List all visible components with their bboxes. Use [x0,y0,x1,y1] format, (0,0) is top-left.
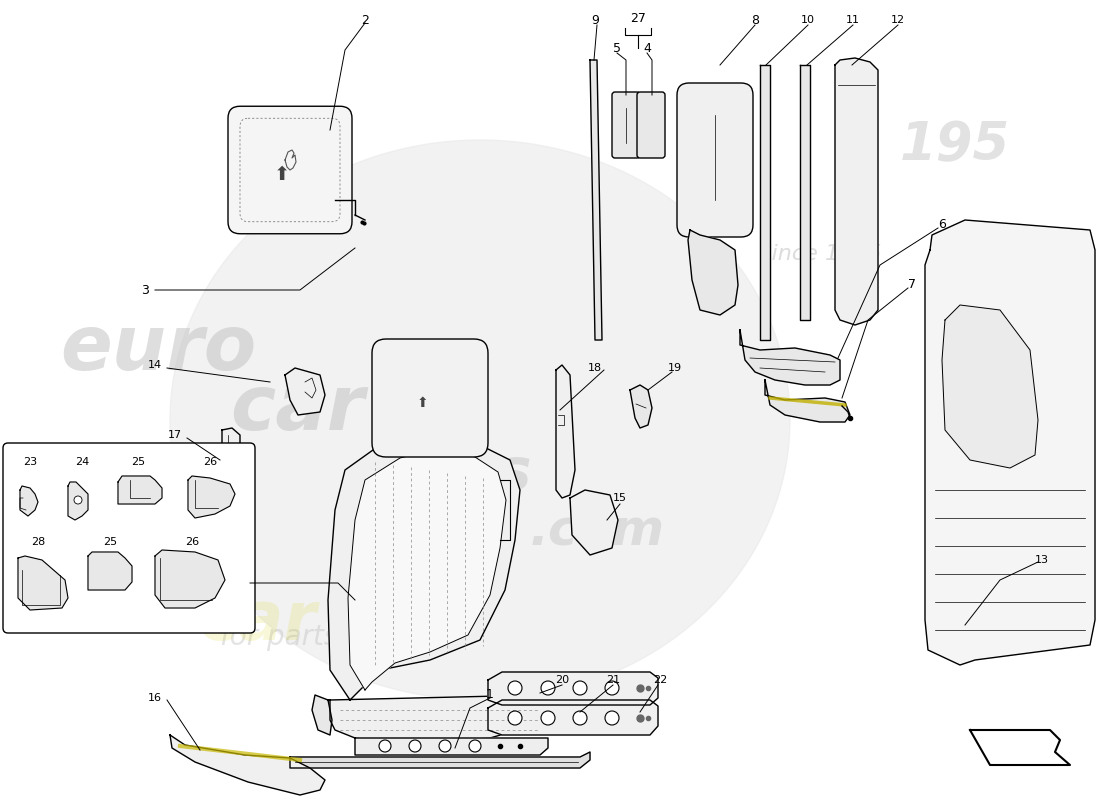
Text: 26: 26 [202,457,217,467]
Polygon shape [88,552,132,590]
Text: 21: 21 [606,675,620,685]
Polygon shape [355,738,548,755]
Polygon shape [155,550,226,608]
Polygon shape [835,58,878,325]
Text: car: car [200,588,318,654]
Polygon shape [688,230,738,315]
Text: 8: 8 [751,14,759,26]
Polygon shape [222,428,240,498]
Circle shape [605,711,619,725]
Text: 27: 27 [630,11,646,25]
Text: 5: 5 [613,42,621,54]
FancyBboxPatch shape [372,339,488,457]
Circle shape [409,740,421,752]
FancyBboxPatch shape [676,83,754,237]
Polygon shape [118,476,162,504]
Polygon shape [590,60,602,340]
Circle shape [508,681,522,695]
Polygon shape [330,695,548,742]
Text: ⬆: ⬆ [274,166,290,185]
Polygon shape [764,380,850,422]
Polygon shape [20,486,38,516]
Text: 18: 18 [587,363,602,373]
Text: a passion: a passion [100,578,232,606]
Polygon shape [290,752,590,768]
FancyBboxPatch shape [3,443,255,633]
Polygon shape [488,672,658,705]
Polygon shape [760,65,770,340]
Text: 12: 12 [891,15,905,25]
Text: for parts: for parts [220,623,339,651]
Polygon shape [925,220,1094,665]
Text: 15: 15 [613,493,627,503]
Text: car: car [230,372,364,446]
Polygon shape [348,448,506,690]
Text: 2: 2 [361,14,368,26]
Polygon shape [570,490,618,555]
Polygon shape [942,305,1038,468]
Text: 17: 17 [168,430,183,440]
Text: 20: 20 [554,675,569,685]
Text: 28: 28 [31,537,45,547]
Polygon shape [312,695,332,735]
Polygon shape [170,735,324,795]
Circle shape [379,740,390,752]
Text: 3: 3 [141,283,149,297]
Circle shape [469,740,481,752]
Text: 7: 7 [908,278,916,291]
Text: 26: 26 [185,537,199,547]
Polygon shape [970,730,1070,765]
Text: ⬆: ⬆ [416,396,428,410]
Circle shape [508,711,522,725]
Polygon shape [488,700,658,735]
Polygon shape [188,476,235,518]
Text: parts: parts [360,445,532,502]
Circle shape [573,711,587,725]
Text: 1: 1 [486,689,494,702]
Text: 11: 11 [846,15,860,25]
Text: 195: 195 [900,119,1010,171]
Polygon shape [328,435,520,700]
Polygon shape [800,65,810,320]
Circle shape [439,740,451,752]
Circle shape [541,711,556,725]
FancyBboxPatch shape [612,92,640,158]
Text: .com: .com [530,507,666,555]
Circle shape [573,681,587,695]
Circle shape [74,496,82,504]
Polygon shape [285,368,324,415]
Text: 19: 19 [668,363,682,373]
Polygon shape [68,482,88,520]
Polygon shape [18,556,68,610]
FancyBboxPatch shape [637,92,666,158]
Polygon shape [630,385,652,428]
Text: 25: 25 [131,457,145,467]
Polygon shape [740,330,840,385]
Text: 6: 6 [938,218,946,231]
Text: 14: 14 [147,360,162,370]
Text: 16: 16 [148,693,162,703]
Text: 13: 13 [1035,555,1049,565]
Text: 24: 24 [75,457,89,467]
Polygon shape [170,140,790,700]
Text: since 1985: since 1985 [760,244,881,264]
Text: 25: 25 [103,537,117,547]
Circle shape [541,681,556,695]
Text: 23: 23 [23,457,37,467]
FancyBboxPatch shape [228,106,352,234]
Text: euro: euro [60,312,256,386]
Text: 22: 22 [653,675,667,685]
Circle shape [605,681,619,695]
Text: euro: euro [60,522,256,596]
Polygon shape [556,365,575,498]
Text: 9: 9 [591,14,598,26]
Text: 10: 10 [801,15,815,25]
Text: 4: 4 [644,42,651,54]
